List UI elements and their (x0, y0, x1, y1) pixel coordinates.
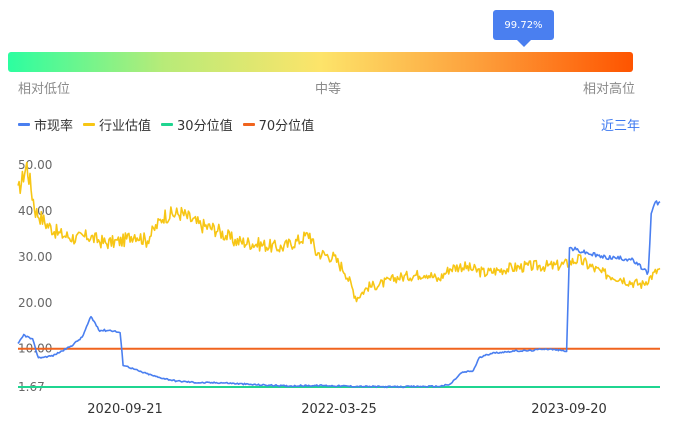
high-label: 相对高位 (583, 82, 636, 97)
x-tick-label: 2020-09-21 (87, 402, 163, 417)
chart-legend: 市现率 行业估值 30分位值 70分位值 (18, 115, 314, 134)
legend-label-industry: 行业估值 (99, 119, 152, 134)
legend-item-pcf[interactable]: 市现率 (18, 115, 73, 134)
legend-label-p30: 30分位值 (177, 119, 233, 134)
legend-item-p70[interactable]: 70分位值 (242, 115, 315, 134)
y-tick-label: 50.00 (18, 158, 52, 172)
x-tick-label: 2022-03-25 (301, 402, 377, 417)
y-tick-label: 30.00 (18, 250, 52, 264)
series-line-industry (17, 161, 661, 303)
legend-item-p30[interactable]: 30分位值 (161, 115, 233, 134)
mid-label: 中等 (315, 82, 342, 97)
x-tick-label: 2023-09-20 (531, 402, 607, 417)
legend-swatch-p30 (161, 123, 174, 126)
y-tick-label: 20.00 (18, 296, 52, 310)
legend-label-pcf: 市现率 (34, 119, 74, 134)
series-line-pcf (17, 200, 661, 389)
low-label: 相对低位 (18, 82, 71, 97)
legend-swatch-pcf (18, 123, 30, 126)
percentile-marker: 99.72% (493, 10, 554, 47)
legend-item-industry[interactable]: 行业估值 (83, 115, 151, 134)
range-selector-three-years[interactable]: 近三年 (600, 119, 640, 134)
legend-label-p70: 70分位值 (258, 119, 315, 134)
percentile-gradient-bar (8, 52, 633, 72)
legend-swatch-industry (83, 123, 96, 126)
legend-swatch-p70 (242, 123, 255, 126)
percentile-marker-label: 99.72% (504, 19, 543, 31)
